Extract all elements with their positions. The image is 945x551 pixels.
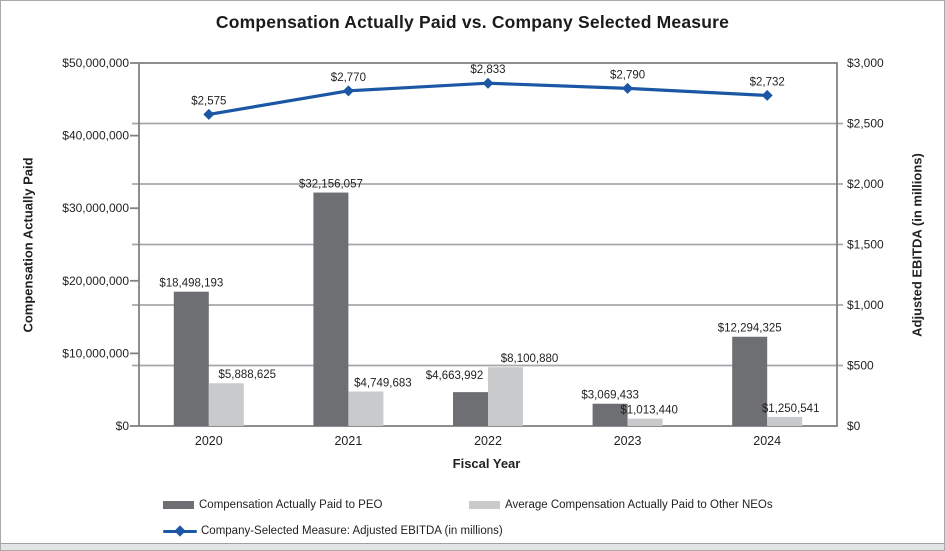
line-value-label: $2,770 [331,72,366,84]
line-value-label: $2,833 [470,64,505,76]
line-value-label: $2,790 [610,69,645,81]
legend-label-peo: Compensation Actually Paid to PEO [199,499,383,511]
x-axis-year-label: 2023 [614,434,642,448]
legend-label-ebitda: Company-Selected Measure: Adjusted EBITD… [201,525,503,537]
bar-value-label: $12,294,325 [718,323,782,335]
right-axis-tick-label: $2,500 [847,117,884,131]
right-axis-tick-label: $2,000 [847,177,884,191]
bar-neo [208,383,244,426]
bar-value-label: $18,498,193 [159,278,223,290]
bar-neo [767,416,803,426]
line-value-label: $2,575 [191,95,226,107]
right-axis-tick-label: $500 [847,359,874,373]
line-marker-diamond [482,77,494,89]
legend-label-neo: Average Compensation Actually Paid to Ot… [505,499,773,511]
bar-value-label: $4,749,683 [354,378,412,390]
bar-value-label: $8,100,880 [501,353,559,365]
line-value-label: $2,732 [750,76,785,88]
bar-value-label: $1,250,541 [762,403,820,415]
x-axis-year-label: 2021 [334,434,362,448]
bar-value-label: $1,013,440 [620,405,678,417]
x-axis-year-label: 2020 [195,434,223,448]
legend-item-peo: Compensation Actually Paid to PEO [163,499,382,511]
bar-value-label: $32,156,057 [299,179,363,191]
page-background-strip [1,543,944,550]
left-axis-tick-label: $0 [116,419,130,433]
bar-neo [627,418,663,426]
legend-item-ebitda: Company-Selected Measure: Adjusted EBITD… [163,525,503,537]
line-marker-diamond [203,108,215,120]
bar-peo [592,403,628,426]
bar-value-label: $4,663,992 [426,370,484,382]
legend-item-neo: Average Compensation Actually Paid to Ot… [469,499,773,511]
right-axis-tick-label: $0 [847,419,861,433]
line-marker-diamond [761,89,773,101]
legend-swatch-ebitda-line [163,525,197,537]
right-axis-tick-label: $1,500 [847,238,884,252]
left-axis-tick-label: $40,000,000 [62,129,129,143]
bar-peo [313,192,349,426]
line-marker-diamond [342,85,354,97]
legend-swatch-peo [163,501,194,509]
x-axis-year-label: 2022 [474,434,502,448]
x-axis-year-label: 2024 [753,434,781,448]
bar-peo [732,336,768,426]
chart-title: Compensation Actually Paid vs. Company S… [215,12,730,32]
left-axis-tick-label: $50,000,000 [62,56,129,70]
bar-peo [173,291,209,426]
right-axis-tick-label: $3,000 [847,56,884,70]
legend-swatch-neo [469,501,500,509]
line-marker-diamond [622,82,634,94]
bar-neo [348,391,384,426]
left-axis-tick-label: $10,000,000 [62,346,129,360]
bar-neo [488,367,523,426]
right-axis-tick-label: $1,000 [847,298,884,312]
x-axis-title: Fiscal Year [452,456,521,471]
bar-value-label: $5,888,625 [219,369,277,381]
bar-value-label: $3,069,433 [581,390,639,402]
left-axis-tick-label: $30,000,000 [62,201,129,215]
bar-peo [453,392,488,426]
left-axis-tick-label: $20,000,000 [62,274,129,288]
